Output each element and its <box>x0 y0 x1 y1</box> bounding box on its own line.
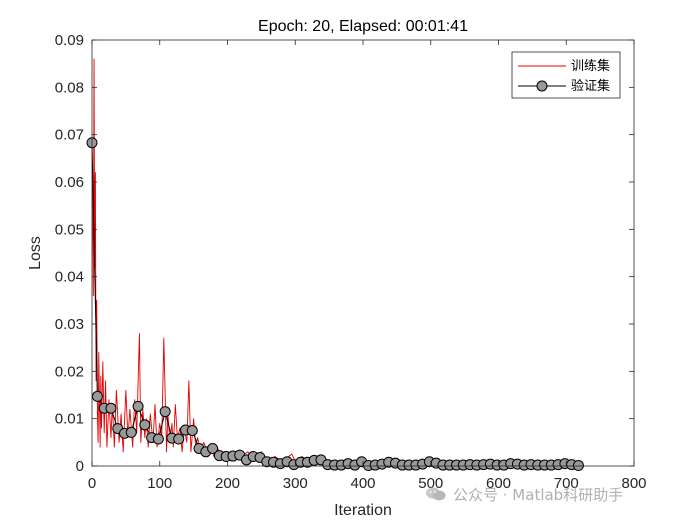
x-axis-label: Iteration <box>334 502 392 519</box>
y-tick-label: 0.01 <box>55 411 84 428</box>
y-tick-label: 0.03 <box>55 316 84 333</box>
y-tick-label: 0.07 <box>55 127 84 144</box>
legend-box <box>511 51 621 99</box>
x-tick-label: 500 <box>418 475 443 492</box>
val-point <box>173 433 185 445</box>
val-point <box>186 425 198 436</box>
legend-val-label: 验证集 <box>571 78 610 94</box>
val-point <box>159 406 171 418</box>
x-tick-label: 600 <box>486 475 511 492</box>
y-tick-label: 0.09 <box>55 32 84 49</box>
x-tick-label: 0 <box>88 475 96 492</box>
val-point <box>105 402 117 414</box>
x-tick-label: 300 <box>283 475 308 492</box>
x-tick-label: 100 <box>147 475 172 492</box>
chart-title: Epoch: 20, Elapsed: 00:01:41 <box>258 18 468 35</box>
val-point <box>125 426 137 438</box>
val-point <box>152 433 164 445</box>
x-tick-label: 400 <box>350 475 375 492</box>
y-tick-label: 0.05 <box>55 221 84 238</box>
y-tick-label: 0.04 <box>55 269 84 286</box>
wechat-icon <box>426 487 446 501</box>
y-tick-label: 0.06 <box>55 174 84 191</box>
y-axis-label: Loss <box>27 236 44 270</box>
legend-train-label: 训练集 <box>571 58 610 74</box>
x-tick-label: 700 <box>554 475 579 492</box>
watermark: 公众号 · Matlab科研助手 <box>425 484 623 505</box>
val-point <box>572 460 584 472</box>
legend-val-marker <box>536 80 548 92</box>
y-tick-label: 0 <box>76 458 84 475</box>
val-point <box>207 442 219 454</box>
y-tick-label: 0.08 <box>55 79 84 96</box>
plot-area <box>92 40 634 466</box>
val-point <box>132 400 144 412</box>
val-point <box>91 390 103 402</box>
val-point <box>139 419 151 431</box>
x-tick-label: 800 <box>621 475 646 492</box>
y-tick-label: 0.02 <box>55 363 84 380</box>
legend: 训练集 验证集 <box>511 51 621 99</box>
watermark-text: 公众号 · Matlab科研助手 <box>453 486 624 504</box>
x-tick-label: 200 <box>215 475 240 492</box>
